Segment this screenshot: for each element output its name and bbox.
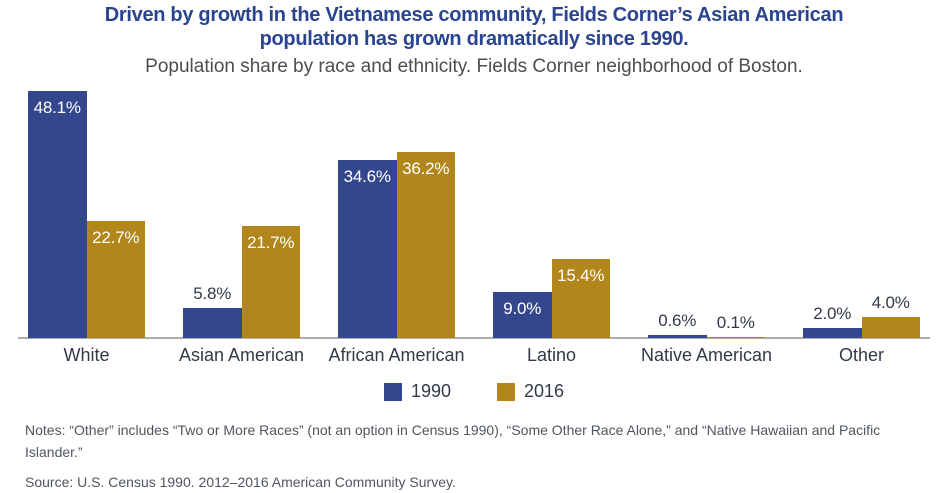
chart-footer: Notes: “Other” includes “Two or More Rac… — [25, 420, 913, 493]
value-label-2016-latino: 15.4% — [557, 265, 605, 285]
bar-1990-other: 2.0% — [803, 304, 862, 338]
bar-group-other: 2.0% 4.0% Other — [803, 293, 920, 365]
bar-2016-native-american: 0.1% — [706, 313, 765, 338]
bar-1990-african-american: 34.6% — [338, 160, 397, 338]
chart-subtitle: Population share by race and ethnicity. … — [145, 56, 803, 77]
legend: 1990 2016 — [0, 381, 948, 402]
chart-title: Driven by growth in the Vietnamese commu… — [0, 3, 948, 51]
bar-group-white: 48.1% 22.7% White — [28, 90, 145, 365]
category-label-african-american: African American — [328, 345, 465, 365]
value-label-2016-african-american: 36.2% — [402, 158, 450, 178]
value-label-2016-white: 22.7% — [92, 228, 140, 248]
legend-item-2016: 2016 — [497, 381, 564, 402]
bar-groups: 48.1% 22.7% White 5.8% 21.7% Asian American 34… — [18, 90, 930, 365]
category-label-latino: Latino — [526, 345, 577, 365]
legend-swatch-2016 — [497, 382, 515, 401]
bar-group-latino: 9.0% 15.4% Latino — [493, 258, 610, 365]
value-label-1990-native-american: 0.6% — [658, 310, 697, 330]
category-label-white: White — [63, 345, 110, 365]
bar-2016-other: 4.0% — [861, 293, 920, 338]
chart-title-line2: population has grown dramatically since … — [259, 28, 689, 50]
bar-chart: 48.1% 22.7% White 5.8% 21.7% Asian American 34… — [18, 84, 930, 365]
legend-item-1990: 1990 — [383, 381, 451, 402]
category-label-other: Other — [838, 345, 885, 365]
legend-label-2016: 2016 — [524, 381, 565, 401]
bar-2016-african-american: 36.2% — [396, 151, 455, 338]
bar-group-african-american: 34.6% 36.2% African American — [328, 151, 465, 365]
value-label-2016-native-american: 0.1% — [716, 313, 755, 332]
notes-text: Notes: “Other” includes “Two or More Rac… — [25, 422, 881, 460]
value-label-2016-asian-american: 21.7% — [247, 233, 295, 253]
value-label-1990-latino: 9.0% — [503, 298, 542, 318]
bar-1990-native-american: 0.6% — [648, 311, 707, 338]
bar-1990-white: 48.1% — [28, 90, 87, 338]
legend-swatch-1990 — [383, 382, 402, 401]
bar-group-native-american: 0.6% 0.1% Native American — [641, 311, 772, 365]
bar-group-asian-american: 5.8% 21.7% Asian American — [179, 226, 304, 365]
bar-2016-asian-american: 21.7% — [241, 226, 300, 338]
value-label-2016-other: 4.0% — [871, 293, 910, 313]
bar-1990-asian-american: 5.8% — [183, 284, 242, 338]
value-label-1990-african-american: 34.6% — [343, 167, 391, 187]
category-label-asian-american: Asian American — [178, 345, 305, 365]
legend-label-1990: 1990 — [410, 381, 451, 401]
value-label-1990-white: 48.1% — [33, 97, 81, 117]
value-label-1990-asian-american: 5.8% — [193, 284, 232, 304]
x-axis-line — [18, 337, 930, 339]
value-label-1990-other: 2.0% — [813, 303, 852, 323]
bar-2016-latino: 15.4% — [551, 258, 610, 338]
category-label-native-american: Native American — [640, 345, 773, 365]
bar-1990-latino: 9.0% — [493, 291, 552, 338]
source-text: Source: U.S. Census 1990. 2012–2016 Amer… — [25, 474, 456, 491]
bar-2016-white: 22.7% — [86, 221, 145, 338]
chart-title-line1: Driven by growth in the Vietnamese commu… — [104, 4, 844, 26]
